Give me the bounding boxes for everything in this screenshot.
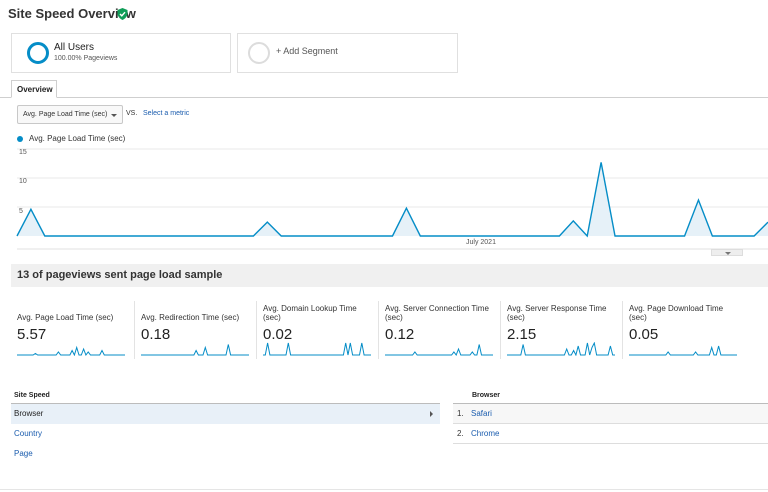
segment-name: All Users	[54, 42, 95, 53]
sample-banner: 13 of pageviews sent page load sample	[11, 264, 768, 287]
tab-divider	[0, 97, 768, 98]
kpi-label: Avg. Server Response Time (sec)	[507, 304, 607, 322]
sparkline-path	[385, 344, 493, 356]
segment-all-users[interactable]: All Users 100.00% Pageviews	[11, 33, 231, 73]
top-bar: Site Speed Overview	[0, 0, 768, 28]
footer-divider	[0, 489, 768, 492]
dimension-country[interactable]: Country	[11, 424, 440, 444]
kpi-sparkline	[17, 345, 125, 356]
dimension-label: Country	[14, 429, 43, 438]
kpi-redirection-time[interactable]: Avg. Redirection Time (sec) 0.18	[134, 301, 255, 359]
shield-check-icon	[117, 8, 128, 20]
kpi-label: Avg. Page Load Time (sec)	[17, 313, 114, 322]
select-metric-link[interactable]: Select a metric	[143, 110, 190, 117]
dimension-label: Page	[14, 449, 33, 458]
metric-dropdown[interactable]: Avg. Page Load Time (sec)	[17, 105, 123, 124]
kpi-page-load-time[interactable]: Avg. Page Load Time (sec) 5.57	[11, 301, 132, 359]
kpi-label: Avg. Server Connection Time (sec)	[385, 304, 489, 322]
row-rank: 1.	[457, 409, 464, 418]
y-tick-15: 15	[19, 149, 27, 156]
kpi-label: Avg. Page Download Time (sec)	[629, 304, 724, 322]
kpi-sparkline	[507, 342, 615, 356]
dimension-label: Browser	[14, 409, 44, 418]
browser-table: Browser 1. Safari 2. Chrome	[453, 392, 768, 444]
segment-ring-icon	[27, 42, 49, 64]
legend-dot	[17, 136, 23, 142]
kpi-sparkline	[263, 342, 371, 356]
caret-down-icon	[111, 114, 117, 117]
kpi-value: 0.18	[141, 326, 171, 343]
chart-scroll-handle[interactable]	[711, 249, 743, 256]
kpi-value: 5.57	[17, 326, 47, 343]
sparkline-path	[17, 345, 125, 356]
sample-text: 13 of pageviews sent page load sample	[17, 269, 223, 281]
browser-link-chrome[interactable]: Chrome	[471, 429, 500, 438]
kpi-sparkline	[629, 345, 737, 356]
series-line	[16, 162, 768, 238]
legend-label: Avg. Page Load Time (sec)	[29, 134, 126, 143]
table-row: 1. Safari	[453, 404, 768, 424]
y-tick-5: 5	[19, 208, 23, 215]
kpi-value: 0.12	[385, 326, 415, 343]
kpi-server-connection-time[interactable]: Avg. Server Connection Time (sec) 0.12	[378, 301, 499, 359]
kpi-server-response-time[interactable]: Avg. Server Response Time (sec) 2.15	[500, 301, 621, 359]
browser-header: Browser	[453, 392, 768, 404]
kpi-sparkline	[385, 344, 493, 356]
site-speed-dimension-table: Site Speed Browser Country Page	[11, 392, 440, 464]
chevron-right-icon	[430, 411, 433, 417]
dimension-browser[interactable]: Browser	[11, 404, 440, 424]
page-title: Site Speed Overview	[8, 6, 136, 21]
sparkline-path	[141, 344, 249, 356]
kpi-value: 2.15	[507, 326, 537, 343]
series-area	[17, 162, 768, 236]
add-segment-label: + Add Segment	[276, 46, 338, 56]
kpi-page-download-time[interactable]: Avg. Page Download Time (sec) 0.05	[622, 301, 743, 359]
kpi-domain-lookup-time[interactable]: Avg. Domain Lookup Time (sec) 0.02	[256, 301, 377, 359]
vs-label: VS.	[126, 110, 138, 117]
row-rank: 2.	[457, 429, 464, 438]
tab-overview[interactable]: Overview	[11, 80, 57, 98]
y-tick-10: 10	[19, 178, 27, 185]
x-tick-july-2021: July 2021	[466, 239, 496, 246]
sparkline-path	[629, 345, 737, 356]
kpi-label: Avg. Domain Lookup Time (sec)	[263, 304, 357, 322]
browser-link-safari[interactable]: Safari	[471, 409, 492, 418]
metric-dropdown-label: Avg. Page Load Time (sec)	[23, 111, 108, 118]
table-row: 2. Chrome	[453, 424, 768, 444]
kpi-row: Avg. Page Load Time (sec) 5.57 Avg. Redi…	[11, 301, 768, 359]
add-segment-button[interactable]: + Add Segment	[237, 33, 458, 73]
sparkline-path	[263, 342, 371, 356]
site-speed-header: Site Speed	[11, 392, 440, 404]
kpi-value: 0.02	[263, 326, 293, 343]
segment-subtitle: 100.00% Pageviews	[54, 55, 118, 62]
dimension-page[interactable]: Page	[11, 444, 440, 464]
empty-segment-icon	[248, 42, 270, 64]
sparkline-path	[507, 342, 615, 356]
kpi-label: Avg. Redirection Time (sec)	[141, 313, 240, 322]
kpi-value: 0.05	[629, 326, 659, 343]
kpi-sparkline	[141, 344, 249, 356]
page-load-time-chart	[16, 148, 768, 250]
